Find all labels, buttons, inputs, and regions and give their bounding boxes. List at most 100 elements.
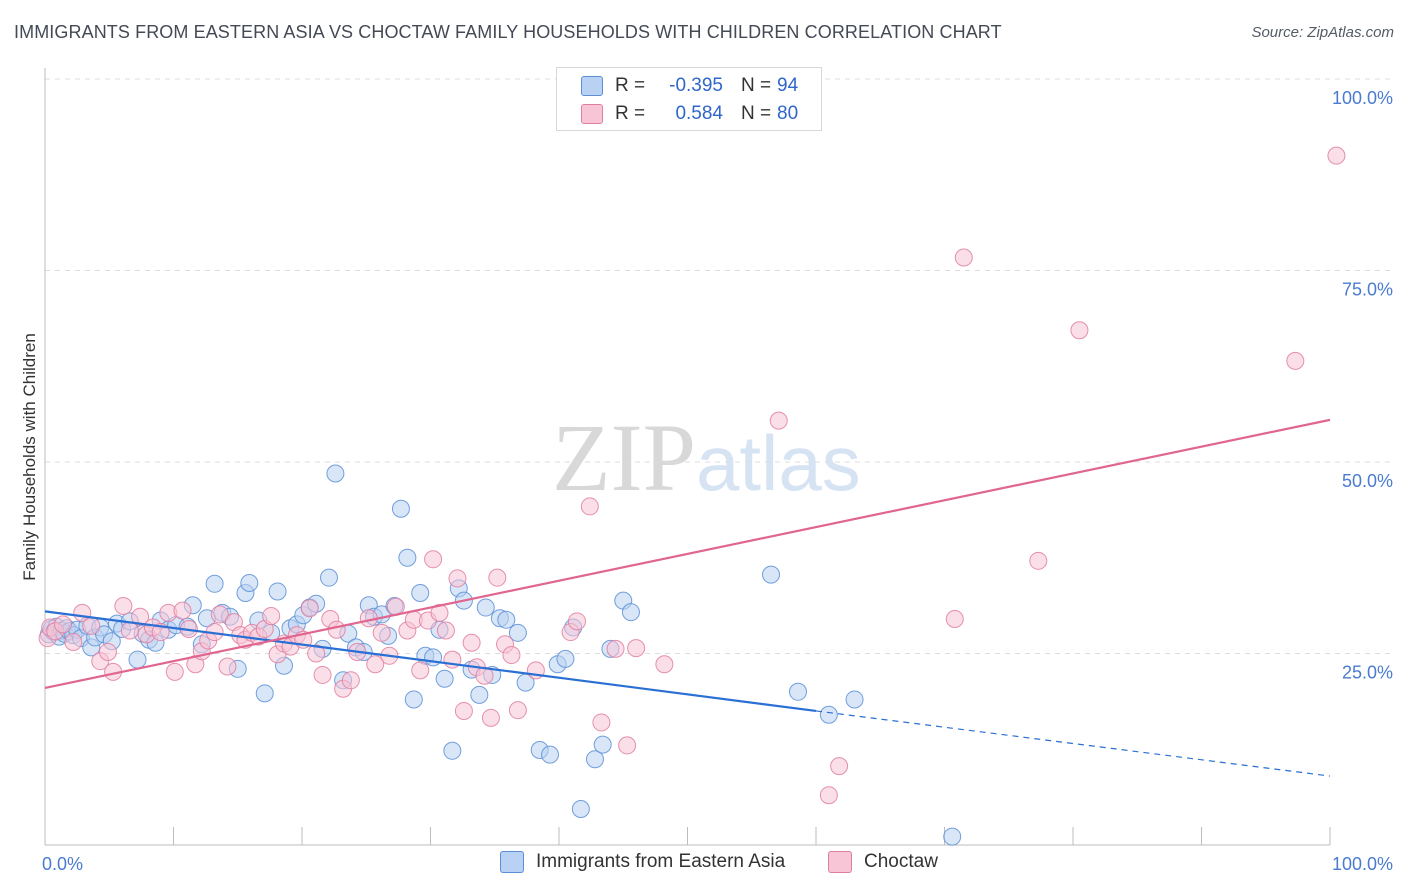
data-point	[789, 682, 808, 701]
y-tick-label: 25.0%	[1342, 663, 1393, 683]
data-point	[98, 642, 117, 661]
data-point	[53, 615, 72, 634]
data-point	[1286, 351, 1305, 370]
data-point	[571, 799, 590, 818]
data-point	[454, 701, 473, 720]
data-point	[82, 616, 101, 635]
data-point	[114, 597, 133, 616]
watermark: ZIPatlas	[552, 402, 861, 513]
data-point	[1327, 146, 1346, 165]
legend-r-key: R =	[615, 103, 646, 124]
data-points	[38, 146, 1346, 846]
grid-lines	[45, 78, 1393, 654]
y-tick-label: 100.0%	[1332, 88, 1393, 108]
legend-r-value: -0.395	[669, 75, 723, 96]
data-point	[580, 497, 599, 516]
x-tick-label: 0.0%	[42, 854, 83, 874]
legend-n-key: N =	[741, 103, 772, 124]
data-point	[502, 646, 521, 665]
axes	[44, 68, 1331, 846]
data-point	[567, 612, 586, 631]
data-point	[435, 669, 454, 688]
data-point	[430, 603, 449, 622]
legend-r-value: 0.584	[675, 103, 723, 124]
data-point	[326, 464, 345, 483]
data-point	[443, 741, 462, 760]
data-point	[210, 605, 229, 624]
data-point	[404, 690, 423, 709]
trend-lines	[44, 418, 1331, 777]
legend-r-key: R =	[615, 75, 646, 96]
data-point	[845, 690, 864, 709]
data-point	[481, 708, 500, 727]
data-point	[621, 603, 640, 622]
trend-line-extension	[815, 710, 1331, 777]
data-point	[165, 662, 184, 681]
data-point	[398, 548, 417, 567]
series-label: Choctaw	[864, 851, 938, 872]
data-point	[1070, 321, 1089, 340]
data-point	[508, 623, 527, 642]
data-point	[173, 601, 192, 620]
data-point	[424, 550, 443, 569]
trend-line	[44, 418, 1331, 690]
data-point	[556, 649, 575, 668]
data-point	[945, 610, 964, 629]
legend-swatch-pink	[581, 104, 603, 124]
data-point	[240, 574, 259, 593]
source-label: Source: ZipAtlas.com	[1251, 24, 1394, 41]
legend-n-value: 80	[777, 103, 799, 124]
series-swatch-pink	[828, 851, 852, 873]
data-point	[327, 620, 346, 639]
data-point	[1029, 551, 1048, 570]
data-point	[313, 665, 332, 684]
data-point	[470, 685, 489, 704]
data-point	[476, 598, 495, 617]
data-point	[319, 568, 338, 587]
data-point	[411, 583, 430, 602]
series-legend-choctaw: Choctaw	[828, 851, 938, 873]
data-point	[593, 735, 612, 754]
data-point	[488, 568, 507, 587]
data-point	[762, 565, 781, 584]
data-point	[411, 661, 430, 680]
data-point	[592, 713, 611, 732]
series-swatch-blue	[500, 851, 524, 873]
y-tick-label: 75.0%	[1342, 280, 1393, 300]
data-point	[341, 671, 360, 690]
data-point	[307, 644, 326, 663]
correlation-legend: R = -0.395 N = 94 R = 0.584 N = 80	[556, 67, 822, 131]
series-label: Immigrants from Eastern Asia	[536, 851, 786, 872]
data-point	[769, 411, 788, 430]
legend-row-eastern-asia: R = -0.395 N = 94	[581, 73, 798, 99]
y-tick-label: 50.0%	[1342, 471, 1393, 491]
data-point	[268, 582, 287, 601]
data-point	[830, 757, 849, 776]
data-point	[391, 499, 410, 518]
data-point	[655, 655, 674, 674]
data-point	[943, 827, 962, 846]
legend-swatch-blue	[581, 76, 603, 96]
x-tick-label: 100.0%	[1332, 854, 1393, 874]
data-point	[462, 633, 481, 652]
data-point	[218, 657, 237, 676]
data-point	[541, 745, 560, 764]
data-point	[627, 639, 646, 658]
watermark-zip: ZIP	[552, 404, 696, 511]
data-point	[64, 633, 83, 652]
data-point	[436, 621, 455, 640]
data-point	[585, 750, 604, 769]
legend-n-key: N =	[741, 75, 772, 96]
trend-line	[44, 610, 817, 713]
data-point	[606, 639, 625, 658]
watermark-atlas: atlas	[696, 419, 861, 507]
data-point	[300, 599, 319, 618]
data-point	[131, 607, 150, 626]
data-point	[366, 655, 385, 674]
data-point	[128, 650, 147, 669]
data-point	[448, 569, 467, 588]
data-point	[372, 623, 391, 642]
tick-labels: 25.0% 50.0% 75.0% 100.0% 0.0% 100.0% Family Ho…	[20, 88, 1393, 874]
y-axis-label: Family Households with Children	[20, 333, 39, 581]
